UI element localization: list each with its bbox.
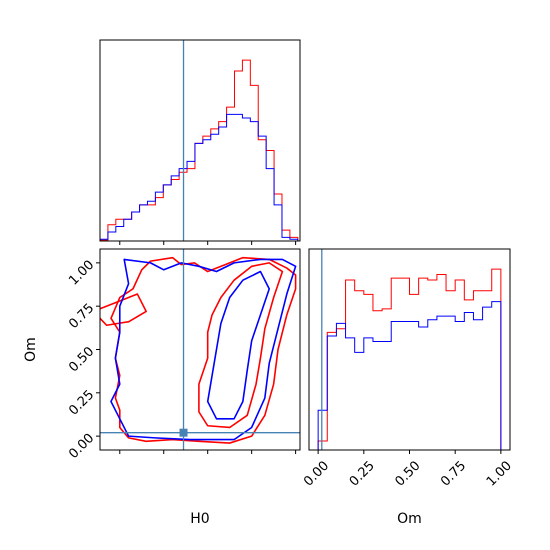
h0-hist-red [100,59,299,241]
h0-x-axis-label: H0 [190,511,209,527]
om-hist-blue [317,301,502,450]
joint-frame [99,248,301,451]
contour-blue-inner [206,270,271,420]
y-tick-label: 1.00 [66,258,97,289]
x-tick-label: 0.75 [438,458,469,489]
y-tick-label: 0.50 [66,344,97,375]
h0-hist-blue [100,113,299,241]
om-hist-red [317,268,502,450]
x-tick-label: 0.25 [347,458,378,489]
x-tick-label: 0.00 [301,458,332,489]
x-tick-label: 0.50 [392,458,423,489]
y-tick-label: 0.75 [66,301,97,332]
x-tick-label: 1.00 [484,458,515,489]
h0-hist-frame [99,39,301,242]
contour-blue-outer [110,258,297,441]
truth-marker [179,428,188,437]
om-y-axis-label: Om [23,337,39,362]
om-x-axis-label: Om [397,511,422,527]
contour-red-blob [100,293,147,327]
y-tick-label: 0.25 [66,388,97,419]
y-tick-label: 0.00 [66,431,97,462]
om-hist-frame [308,248,511,451]
contour-red-inner [198,262,284,429]
